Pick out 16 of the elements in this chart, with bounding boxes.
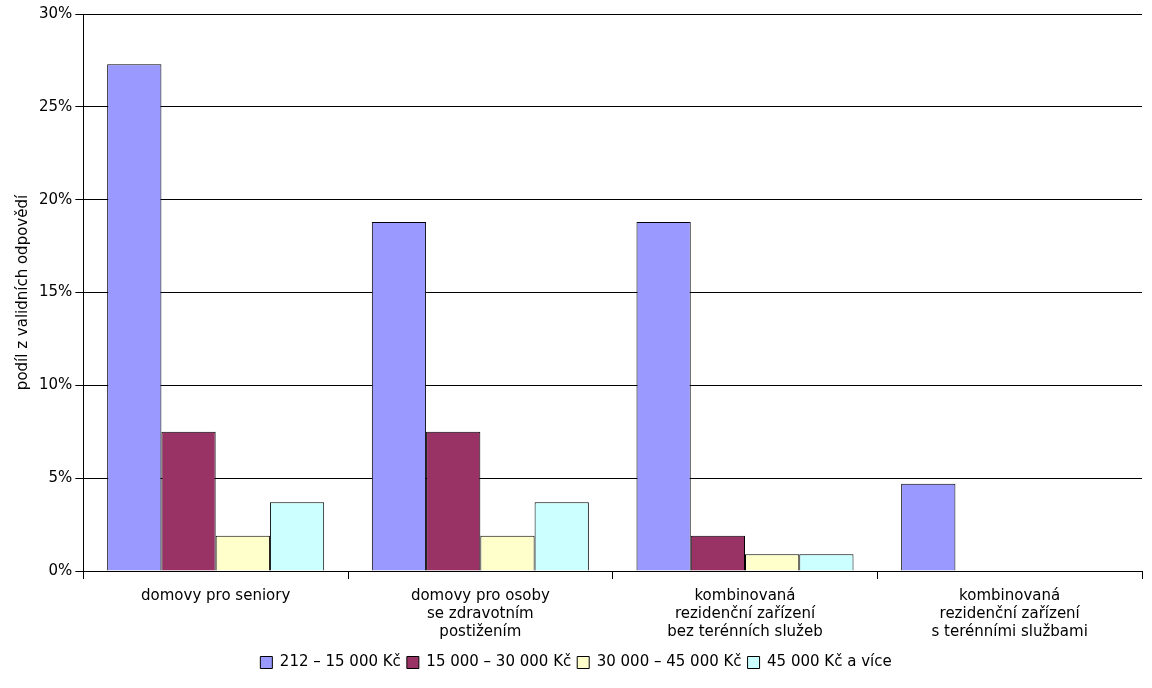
x-tick-label: domovy pro osoby se zdravotním postižením	[410, 585, 550, 640]
y-tick-label: 30%	[39, 3, 73, 22]
x-tick-label: domovy pro seniory	[141, 585, 291, 604]
y-tick-label: 15%	[39, 282, 73, 301]
y-tick-label: 5%	[48, 468, 73, 487]
legend-label: 45 000 Kč a více	[767, 652, 892, 671]
legend-label: 15 000 – 30 000 Kč	[426, 652, 572, 671]
legend-label: 30 000 – 45 000 Kč	[596, 652, 742, 671]
x-tick-label: kombinovaná rezidenční zařízení bez terénních služeb	[667, 585, 823, 640]
x-tick-label: kombinovaná rezidenční zařízení s terénními službami	[931, 585, 1088, 640]
legend-label: 212 – 15 000 Kč	[279, 652, 401, 671]
y-tick-label: 20%	[39, 189, 73, 208]
y-tick-label: 10%	[39, 375, 73, 394]
y-tick-label: 0%	[48, 560, 73, 579]
y-axis-title: podíl z validních odpovědí	[12, 194, 31, 391]
y-tick-label: 25%	[39, 96, 73, 115]
